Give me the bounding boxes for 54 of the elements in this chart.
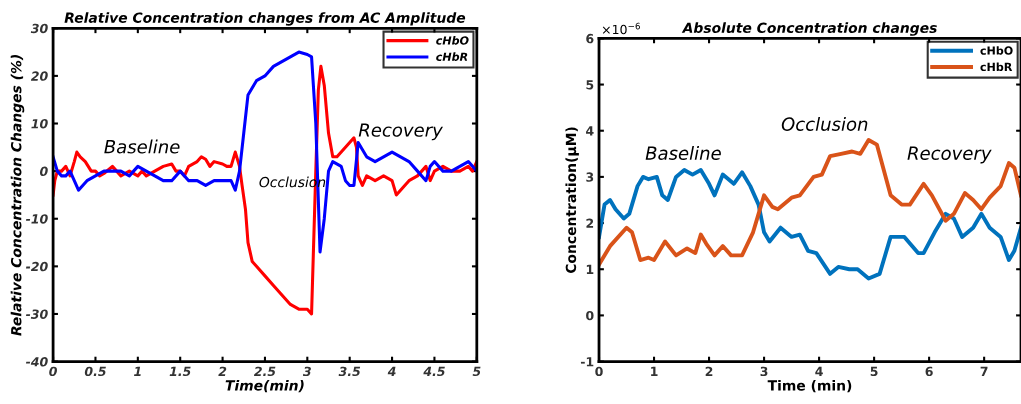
- chart-title: Relative Concentration changes from AC Amplitude: [64, 12, 466, 26]
- x-tick-label: 5: [472, 366, 481, 377]
- y-tick-label: 3: [586, 172, 594, 182]
- y-tick-label: -1: [580, 357, 594, 367]
- x-tick-label: 4.5: [423, 366, 445, 377]
- legend-label: cHbR: [436, 52, 468, 61]
- x-tick-label: 1: [651, 366, 658, 376]
- x-tick-label: 1.5: [169, 366, 191, 377]
- y-tick-label: -20: [25, 261, 48, 272]
- x-tick-label: 4: [387, 366, 396, 376]
- x-tick-label: 3.5: [338, 366, 361, 377]
- legend-label: cHbR: [980, 62, 1013, 72]
- annotation: Recovery: [907, 146, 992, 164]
- x-tick-label: 6: [925, 366, 933, 377]
- y-tick-label: 2: [586, 218, 594, 228]
- x-tick-label: 0: [49, 366, 57, 377]
- y-tick-label: -10: [25, 214, 48, 224]
- legend-label: cHbO: [436, 36, 469, 45]
- annotation: Recovery: [358, 123, 443, 141]
- x-tick-label: 2: [705, 366, 713, 376]
- legend-label: cHbO: [980, 46, 1013, 55]
- y-tick-label: 30: [30, 23, 48, 34]
- chart-title: Absolute Concentration changes: [681, 22, 937, 36]
- x-tick-label: 3: [760, 366, 768, 377]
- y-tick-label: -40: [25, 357, 48, 367]
- text: ×10$^{−6}$: [602, 22, 640, 35]
- x-tick-label: 0.5: [84, 366, 106, 377]
- x-axis-title: Time(min): [225, 379, 304, 393]
- y-tick-label: 5: [586, 80, 594, 90]
- x-axis-title: Time (min): [767, 379, 852, 393]
- x-tick-label: 1: [134, 366, 141, 376]
- y-tick-label: 1: [586, 264, 594, 274]
- y-axis-title: Relative Concentration Changes (%): [10, 55, 25, 336]
- y-tick-label: 0: [586, 310, 594, 321]
- line-series: [599, 168, 1021, 281]
- line-series: [53, 50, 477, 254]
- x-tick-label: 0: [595, 366, 603, 377]
- x-tick-label: 2: [218, 366, 227, 376]
- x-tick-label: 5: [870, 366, 878, 377]
- annotation: Baseline: [104, 139, 180, 154]
- x-tick-label: 2.5: [253, 366, 276, 377]
- y-tick-label: 10: [31, 118, 48, 129]
- annotation: Occlusion: [781, 116, 868, 131]
- y-tick-label: 0: [39, 166, 48, 177]
- y-axis-title: Concentration(μM): [565, 127, 579, 274]
- y-tick-label: 20: [30, 71, 48, 81]
- y-tick-label: -30: [25, 309, 48, 319]
- y-tick-label: 6: [586, 33, 594, 44]
- x-tick-label: 7: [980, 366, 988, 376]
- x-tick-label: 4: [815, 366, 823, 376]
- line-series: [599, 138, 1021, 267]
- annotation: Baseline: [645, 145, 721, 160]
- y-tick-label: 4: [586, 126, 594, 136]
- x-tick-label: 3: [302, 366, 311, 377]
